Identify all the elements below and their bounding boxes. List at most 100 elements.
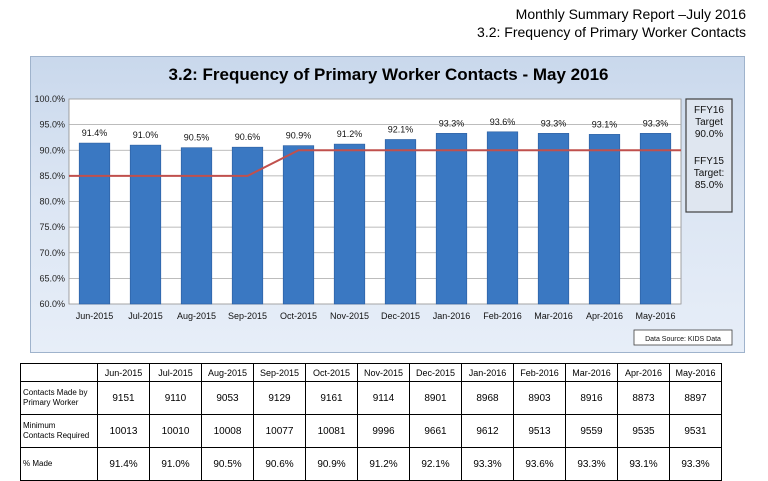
x-tick-label: Sep-2015	[228, 311, 267, 321]
table-cell: 93.1%	[617, 447, 670, 481]
y-tick-label: 60.0%	[39, 299, 65, 309]
x-tick-label: Aug-2015	[177, 311, 216, 321]
table-header-cell: Mar-2016	[565, 363, 618, 382]
table-cell: 10077	[253, 414, 306, 448]
table-row-label: Contacts Made by Primary Worker	[20, 381, 98, 415]
table-cell: 9531	[669, 414, 722, 448]
bar-value-label: 93.3%	[643, 118, 669, 128]
table-header-cell: Sep-2015	[253, 363, 306, 382]
bar	[588, 134, 621, 305]
table-cell: 9151	[97, 381, 150, 415]
bar	[537, 133, 570, 305]
bar	[333, 143, 366, 305]
data-table: Jun-2015 Jul-2015 Aug-2015 Sep-2015 Oct-2015…	[20, 363, 722, 481]
x-tick-label: Dec-2015	[381, 311, 420, 321]
table-cell: 93.6%	[513, 447, 566, 481]
y-tick-label: 80.0%	[39, 197, 65, 207]
target-box-text: Target:	[694, 168, 725, 179]
table-row-label: % Made	[20, 447, 98, 481]
x-tick-label: Jul-2015	[128, 311, 163, 321]
table-header-cell: Apr-2016	[617, 363, 670, 382]
table-header-cell: Oct-2015	[305, 363, 358, 382]
table-cell: 10008	[201, 414, 254, 448]
table-cell: 8903	[513, 381, 566, 415]
table-cell: 9535	[617, 414, 670, 448]
table-header-row: Jun-2015 Jul-2015 Aug-2015 Sep-2015 Oct-2015…	[20, 363, 722, 382]
target-line	[69, 149, 681, 177]
table-header-cell: May-2016	[669, 363, 722, 382]
table-cell: 91.0%	[149, 447, 202, 481]
table-cell: 91.2%	[357, 447, 410, 481]
row-label-line: Minimum	[23, 421, 56, 430]
bar-value-label: 93.6%	[490, 117, 516, 127]
table-header-cell: Jul-2015	[149, 363, 202, 382]
table-cell: 9053	[201, 381, 254, 415]
table-cell: 90.9%	[305, 447, 358, 481]
report-title: Monthly Summary Report –July 2016	[515, 6, 746, 22]
target-box-text: Target	[695, 117, 723, 128]
x-tick-label: Nov-2015	[330, 311, 369, 321]
table-cell: 10081	[305, 414, 358, 448]
y-tick-label: 95.0%	[39, 120, 65, 130]
table-cell: 91.4%	[97, 447, 150, 481]
table-cell: 93.3%	[461, 447, 514, 481]
target-box-text: FFY16	[694, 105, 724, 116]
target-box-text: 85.0%	[695, 180, 723, 191]
x-tick-label: Jan-2016	[433, 311, 471, 321]
table-cell: 93.3%	[565, 447, 618, 481]
target-box-text: FFY15	[694, 156, 724, 167]
chart-title: 3.2: Frequency of Primary Worker Contact…	[168, 65, 609, 84]
y-tick-label: 75.0%	[39, 222, 65, 232]
bar-value-label: 93.1%	[592, 119, 618, 129]
table-cell: 93.3%	[669, 447, 722, 481]
y-tick-label: 65.0%	[39, 273, 65, 283]
row-label-line: Contacts Made by	[23, 388, 88, 397]
table-cell: 8916	[565, 381, 618, 415]
table-cell: 90.5%	[201, 447, 254, 481]
table-cell: 9110	[149, 381, 202, 415]
table-cell: 8901	[409, 381, 462, 415]
table-cell: 10013	[97, 414, 150, 448]
y-tick-label: 100.0%	[34, 94, 65, 104]
bar-value-label: 90.5%	[184, 133, 210, 143]
x-tick-label: Oct-2015	[280, 311, 317, 321]
bar	[486, 131, 519, 305]
bar	[639, 133, 672, 305]
table-row: Minimum Contacts Required 10013 10010 10008 1…	[20, 414, 722, 448]
x-tick-label: Apr-2016	[586, 311, 623, 321]
bar-value-label: 91.2%	[337, 129, 363, 139]
table-header-cell: Nov-2015	[357, 363, 410, 382]
bar-value-label: 93.3%	[439, 118, 465, 128]
table-cell: 9559	[565, 414, 618, 448]
data-source-label: Data Source: KIDS Data	[645, 336, 721, 343]
bar-value-label: 90.6%	[235, 132, 261, 142]
table-cell: 90.6%	[253, 447, 306, 481]
bar-value-label: 91.0%	[133, 130, 159, 140]
table-cell: 8897	[669, 381, 722, 415]
bar-value-label: 90.9%	[286, 131, 312, 141]
table-row: % Made 91.4% 91.0% 90.5% 90.6% 90.9% 91.2% 92.1…	[20, 447, 722, 481]
report-subtitle: 3.2: Frequency of Primary Worker Contact…	[477, 24, 746, 40]
bar-value-label: 91.4%	[82, 128, 108, 138]
table-cell: 9996	[357, 414, 410, 448]
table-cell: 9612	[461, 414, 514, 448]
y-tick-label: 70.0%	[39, 248, 65, 258]
table-row: Contacts Made by Primary Worker 9151 9110 90…	[20, 381, 722, 415]
table-cell: 9129	[253, 381, 306, 415]
data-source-box	[633, 329, 733, 346]
bar	[282, 145, 315, 305]
table-cell: 92.1%	[409, 447, 462, 481]
table-header-cell: Aug-2015	[201, 363, 254, 382]
x-tick-label: May-2016	[635, 311, 675, 321]
bar-value-label: 92.1%	[388, 124, 414, 134]
table-header-cell: Feb-2016	[513, 363, 566, 382]
table-cell: 9114	[357, 381, 410, 415]
bar-value-label: 93.3%	[541, 118, 567, 128]
table-cell: 8968	[461, 381, 514, 415]
chart-panel: 3.2: Frequency of Primary Worker Contact…	[30, 56, 745, 353]
table-cell: 8873	[617, 381, 670, 415]
table-header-cell: Jan-2016	[461, 363, 514, 382]
x-tick-label: Jun-2015	[76, 311, 114, 321]
bar	[231, 146, 264, 305]
table-header-cell: Jun-2015	[97, 363, 150, 382]
